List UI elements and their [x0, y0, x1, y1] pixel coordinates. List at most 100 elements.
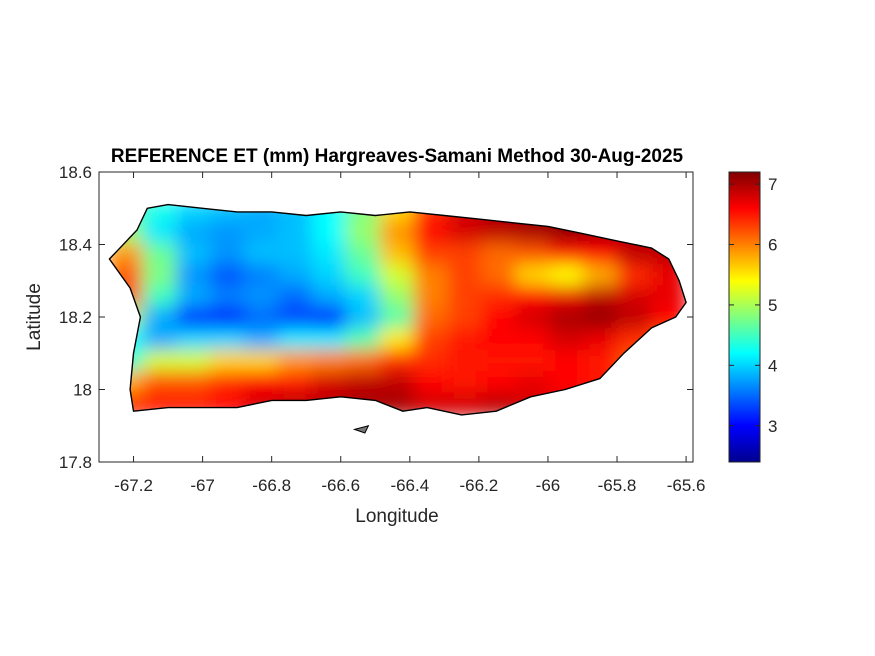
heatmap-cell: [447, 392, 484, 416]
heatmap-cell: [345, 328, 382, 352]
y-axis-label: Latitude: [24, 283, 45, 351]
heatmap-cell: [311, 349, 348, 374]
heatmap-cell: [244, 221, 280, 245]
offshore-island: [352, 425, 370, 434]
heatmap-cell: [142, 328, 179, 352]
heatmap-cell: [413, 371, 450, 395]
heatmap-cell: [244, 349, 280, 374]
heatmap-cell: [413, 349, 450, 374]
heatmap-cell: [142, 242, 179, 267]
heatmap-cell: [515, 264, 552, 288]
x-axis: -67.2 -67 -66.8 -66.6 -66.4 -66.2 -66 -65.8 -65.…: [114, 172, 705, 495]
heatmap-cell: [278, 285, 314, 309]
heatmap-cell: [447, 371, 484, 395]
colorbar-tick-label: 4: [768, 356, 777, 375]
heatmap-cell: [142, 221, 179, 245]
heatmap-cell: [515, 242, 552, 267]
y-tick-label: 18.6: [59, 163, 92, 182]
heatmap-cell: [244, 242, 280, 267]
heatmap-cell: [515, 306, 552, 331]
heatmap-cell: [142, 204, 179, 224]
heatmap-cell: [379, 285, 416, 309]
y-tick-label: 18: [73, 381, 92, 400]
heatmap-cell: [210, 242, 246, 267]
heatmap-cell: [413, 285, 450, 309]
heatmap-cell: [583, 328, 620, 352]
colorbar-tick-label: 6: [768, 236, 777, 255]
heatmap-cell: [345, 349, 382, 374]
heatmap-cell: [278, 221, 314, 245]
heatmap-cell: [515, 349, 552, 374]
heatmap-cell: [617, 242, 654, 267]
x-tick-label: -66: [536, 476, 561, 495]
heatmap-cell: [379, 371, 416, 395]
heatmap-cell: [481, 285, 518, 309]
heatmap-cell: [311, 264, 348, 288]
heatmap-cell: [311, 371, 348, 395]
heatmap-cell: [210, 349, 246, 374]
x-tick-label: -66.4: [390, 476, 429, 495]
heatmap-cell: [311, 242, 348, 267]
heatmap-cell: [481, 371, 518, 395]
heatmap-cell: [617, 285, 654, 309]
y-axis: 17.8 18 18.2 18.4 18.6: [59, 163, 693, 472]
heatmap-cell: [515, 221, 552, 245]
heatmap-cell: [481, 221, 518, 245]
x-tick-label: -66.8: [252, 476, 291, 495]
heatmap-cell: [210, 221, 246, 245]
heatmap-cell: [617, 306, 654, 331]
heatmap-cell: [413, 264, 450, 288]
heatmap-cell: [549, 306, 586, 331]
heatmap-cell: [278, 371, 314, 395]
heatmap-cell: [379, 349, 416, 374]
heatmap-cell: [176, 306, 213, 331]
heatmap-cell: [142, 285, 179, 309]
heatmap-cell: [413, 328, 450, 352]
colorbar-tick-label: 7: [768, 175, 777, 194]
heatmap-cell: [413, 221, 450, 245]
x-tick-label: -66.2: [460, 476, 499, 495]
heatmap-cell: [413, 242, 450, 267]
heatmap-cell: [210, 371, 246, 395]
heatmap-cell: [278, 264, 314, 288]
heatmap-cell: [210, 306, 246, 331]
heatmap-cell: [481, 328, 518, 352]
heatmap-cell: [481, 242, 518, 267]
heatmap-cell: [583, 242, 620, 267]
heatmap-cell: [176, 204, 213, 224]
heatmap-cell: [617, 264, 654, 288]
heatmap-cell: [515, 285, 552, 309]
heatmap-cell: [244, 371, 280, 395]
y-tick-label: 17.8: [59, 453, 92, 472]
heatmap-cell: [549, 349, 586, 374]
heatmap-cell: [549, 328, 586, 352]
heatmap-cell: [549, 285, 586, 309]
heatmap-cell: [379, 221, 416, 245]
x-tick-label: -67.2: [114, 476, 153, 495]
heatmap-cell: [210, 328, 246, 352]
heatmap-cell: [176, 328, 213, 352]
heatmap-cell: [413, 306, 450, 331]
x-axis-label: Longitude: [355, 506, 438, 527]
heatmap-cell: [345, 242, 382, 267]
heatmap-cell: [244, 328, 280, 352]
heatmap-cell: [447, 221, 484, 245]
heatmap-cell: [379, 264, 416, 288]
heatmap-cell: [311, 328, 348, 352]
heatmap-cell: [379, 242, 416, 267]
x-tick-label: -65.6: [667, 476, 706, 495]
heatmap-cell: [481, 349, 518, 374]
heatmap-cell: [447, 285, 484, 309]
y-tick-label: 18.2: [59, 308, 92, 327]
heatmap-cell: [278, 349, 314, 374]
heatmap-cell: [176, 285, 213, 309]
heatmap-cell: [142, 264, 179, 288]
heatmap-cell: [142, 371, 179, 395]
heatmap-cell: [311, 306, 348, 331]
heatmap-cell: [583, 306, 620, 331]
heatmap-cell: [651, 285, 687, 309]
heatmap-cell: [176, 349, 213, 374]
heatmap-cell: [278, 306, 314, 331]
heatmap-cell: [481, 264, 518, 288]
